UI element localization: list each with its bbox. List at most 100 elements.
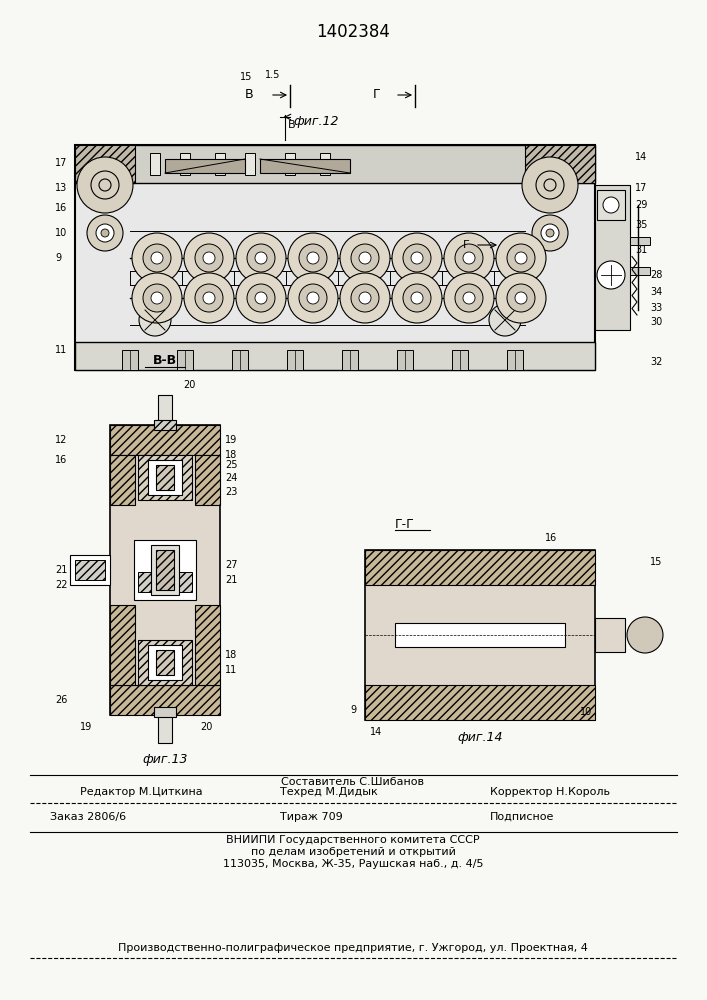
Bar — [232, 350, 248, 370]
Circle shape — [101, 229, 109, 237]
Bar — [75, 342, 595, 370]
Circle shape — [496, 273, 546, 323]
Circle shape — [143, 284, 171, 312]
Text: 20: 20 — [183, 380, 195, 390]
Circle shape — [255, 292, 267, 304]
Text: 11: 11 — [225, 665, 238, 675]
Circle shape — [132, 273, 182, 323]
Text: 14: 14 — [635, 152, 647, 162]
Circle shape — [627, 617, 663, 653]
Text: 22: 22 — [55, 580, 67, 590]
Bar — [138, 455, 192, 500]
Text: фиг.14: фиг.14 — [457, 732, 503, 744]
Circle shape — [288, 233, 338, 283]
Text: 16: 16 — [55, 455, 67, 465]
Circle shape — [403, 244, 431, 272]
Circle shape — [351, 244, 379, 272]
Text: 14: 14 — [370, 727, 382, 737]
Text: 1.5: 1.5 — [265, 70, 281, 80]
Text: Составитель С.Шибанов: Составитель С.Шибанов — [281, 777, 424, 787]
Bar — [525, 145, 595, 183]
Text: 32: 32 — [650, 357, 662, 367]
Bar — [156, 465, 174, 490]
Bar — [110, 425, 220, 715]
Circle shape — [87, 215, 123, 251]
Circle shape — [411, 252, 423, 264]
Bar — [75, 560, 105, 580]
Circle shape — [307, 292, 319, 304]
Text: 9: 9 — [55, 253, 61, 263]
Bar — [342, 350, 358, 370]
Text: 13: 13 — [55, 183, 67, 193]
Circle shape — [392, 273, 442, 323]
Text: 29: 29 — [635, 200, 648, 210]
Circle shape — [541, 224, 559, 242]
Circle shape — [455, 284, 483, 312]
Text: 113035, Москва, Ж-35, Раушская наб., д. 4/5: 113035, Москва, Ж-35, Раушская наб., д. … — [223, 859, 484, 869]
Text: 34: 34 — [650, 287, 662, 297]
Bar — [397, 350, 413, 370]
Circle shape — [546, 229, 554, 237]
Circle shape — [411, 292, 423, 304]
Circle shape — [489, 304, 521, 336]
Bar — [365, 550, 595, 585]
Circle shape — [340, 233, 390, 283]
Circle shape — [143, 244, 171, 272]
Circle shape — [359, 292, 371, 304]
Text: 9: 9 — [350, 705, 356, 715]
Circle shape — [351, 284, 379, 312]
Text: Производственно-полиграфическое предприятие, г. Ужгород, ул. Проектная, 4: Производственно-полиграфическое предприя… — [118, 943, 588, 953]
Bar — [75, 145, 595, 183]
Bar — [154, 707, 176, 717]
Circle shape — [515, 252, 527, 264]
Circle shape — [184, 273, 234, 323]
Bar — [110, 685, 220, 715]
Text: 17: 17 — [55, 158, 67, 168]
Text: 11: 11 — [55, 345, 67, 355]
Text: фиг.13: фиг.13 — [142, 754, 188, 766]
Bar — [148, 645, 182, 680]
Text: 25: 25 — [225, 460, 238, 470]
Circle shape — [603, 197, 619, 213]
Text: 31: 31 — [635, 245, 647, 255]
Circle shape — [247, 284, 275, 312]
Circle shape — [444, 233, 494, 283]
Text: Заказ 2806/6: Заказ 2806/6 — [50, 812, 126, 822]
Text: Г: Г — [463, 240, 469, 250]
Bar — [595, 185, 630, 330]
Text: B: B — [288, 120, 296, 130]
Bar — [75, 145, 595, 370]
Circle shape — [455, 244, 483, 272]
Text: 26: 26 — [55, 695, 67, 705]
Bar — [180, 153, 190, 175]
Circle shape — [236, 233, 286, 283]
Circle shape — [299, 244, 327, 272]
Circle shape — [507, 284, 535, 312]
Bar — [134, 540, 196, 600]
Bar — [70, 555, 110, 585]
Bar — [110, 605, 135, 685]
Bar — [452, 350, 468, 370]
Bar — [165, 159, 245, 173]
Circle shape — [536, 171, 564, 199]
Text: Г: Г — [373, 89, 380, 102]
Text: 17: 17 — [635, 183, 648, 193]
Bar — [156, 550, 174, 590]
Text: 28: 28 — [650, 270, 662, 280]
Circle shape — [522, 157, 578, 213]
Bar — [75, 145, 135, 183]
Circle shape — [307, 252, 319, 264]
Bar — [597, 190, 625, 220]
Circle shape — [247, 244, 275, 272]
Bar — [195, 605, 220, 685]
Circle shape — [340, 273, 390, 323]
Bar — [245, 153, 255, 175]
Text: 21: 21 — [55, 565, 67, 575]
Bar — [320, 153, 330, 175]
Bar — [110, 455, 135, 505]
Bar — [148, 460, 182, 495]
Circle shape — [184, 233, 234, 283]
Text: 24: 24 — [225, 473, 238, 483]
Text: 27: 27 — [225, 560, 238, 570]
Text: 16: 16 — [55, 203, 67, 213]
